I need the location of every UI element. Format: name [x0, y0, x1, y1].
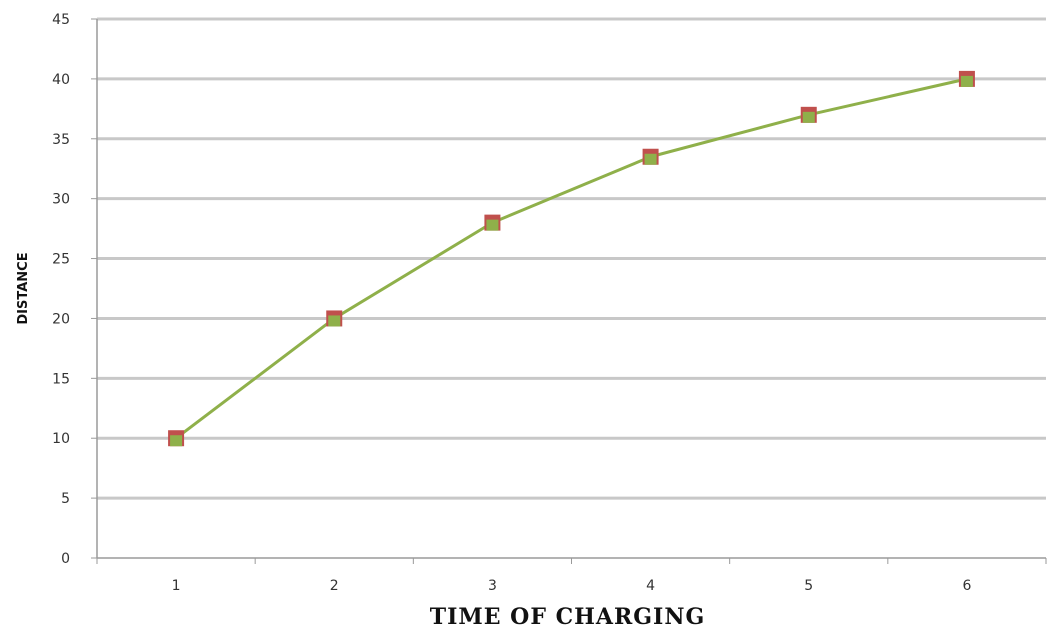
y-tick-label: 10: [52, 431, 70, 447]
y-tick-label: 35: [52, 132, 70, 148]
y-tick-label: 30: [52, 192, 70, 208]
x-tick-label: 5: [804, 578, 813, 594]
y-tick-label: 45: [52, 12, 70, 28]
data-point-marker-fill: [802, 111, 815, 123]
data-point-marker-fill: [644, 153, 657, 165]
y-axis-title: DISTANCE: [16, 252, 31, 324]
data-point-marker-fill: [960, 75, 973, 87]
data-point-marker-fill: [170, 435, 183, 447]
y-tick-label: 15: [52, 371, 70, 387]
y-tick-label: 5: [61, 491, 70, 507]
y-tick-labels: 0 5 10 15 20 25 30 35 40 45: [52, 12, 70, 567]
series-layer: [168, 70, 975, 447]
x-tick-labels: 1 2 3 4 5 6: [172, 578, 972, 594]
series-line: [175, 77, 968, 440]
x-tick-label: 3: [488, 578, 497, 594]
y-tick-label: 0: [61, 551, 70, 567]
y-tick-label: 40: [52, 72, 70, 88]
data-point-marker-fill: [328, 315, 341, 327]
x-tick-label: 4: [646, 578, 655, 594]
x-tick-label: 6: [962, 578, 971, 594]
x-tick-label: 1: [172, 578, 181, 594]
x-axis-title: TIME OF CHARGING: [430, 604, 706, 629]
data-point-marker-fill: [486, 219, 499, 231]
gridlines: [91, 17, 1047, 564]
x-tick-label: 2: [330, 578, 339, 594]
y-tick-label: 20: [52, 311, 70, 327]
y-tick-label: 25: [52, 252, 70, 268]
